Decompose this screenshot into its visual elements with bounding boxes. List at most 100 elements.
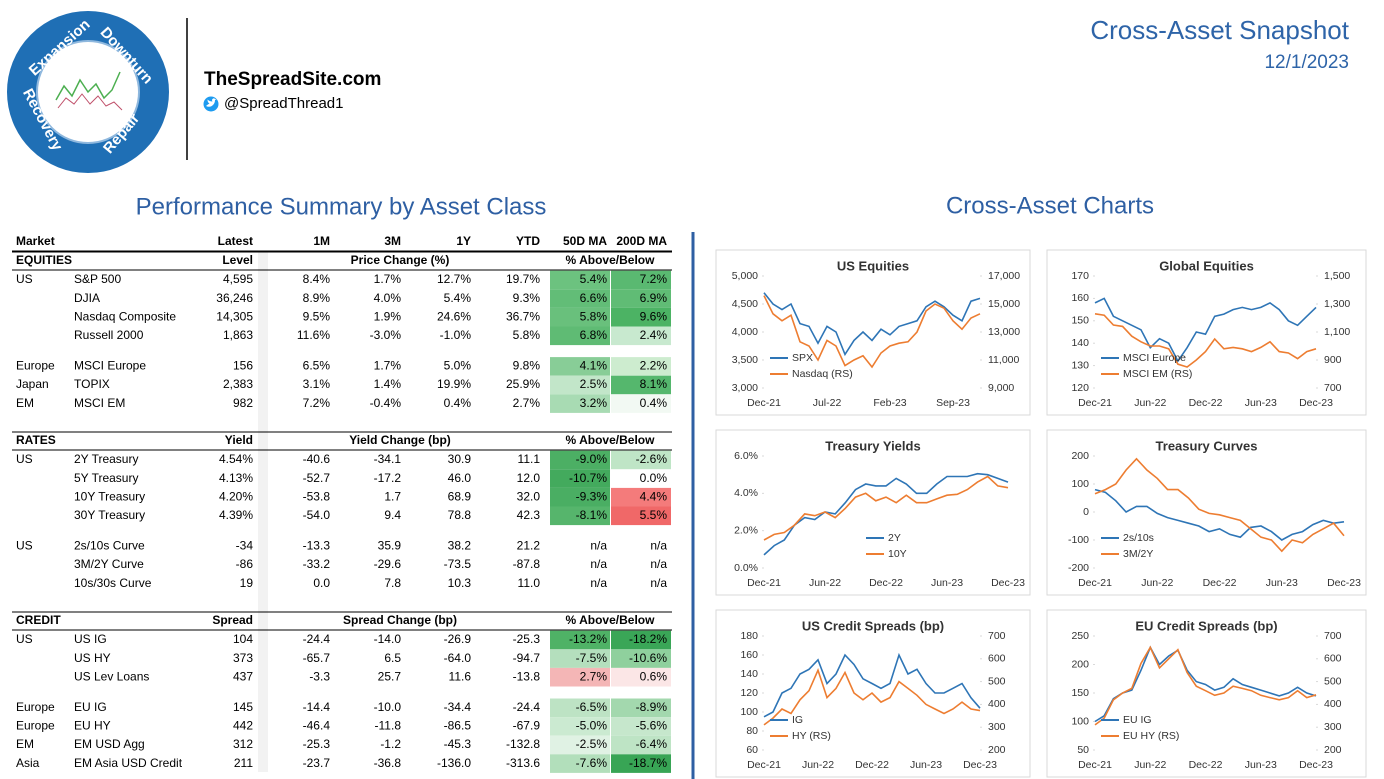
series-line (1094, 645, 1317, 723)
cell: -36.8 (374, 756, 402, 770)
y2-tick-label: 200 (1324, 744, 1342, 756)
cell: n/a (590, 557, 607, 571)
cell: 7.8 (384, 576, 401, 590)
cell: 2.7% (513, 396, 541, 410)
y-tick-label: 180 (740, 630, 758, 642)
legend-label: 2s/10s (1123, 532, 1154, 544)
cell: 19 (240, 576, 254, 590)
y2-tick-label: 1,300 (1324, 298, 1350, 310)
cell: 25.7 (378, 669, 402, 683)
x-tick-label: Dec-22 (869, 577, 903, 589)
cell: -87.8 (513, 557, 541, 571)
x-tick-label: Dec-23 (963, 759, 997, 771)
cell: -46.4 (303, 719, 331, 733)
x-tick-label: Jun-22 (809, 577, 841, 589)
row-name: 10s/30s Curve (74, 576, 152, 590)
cell: -13.3 (303, 539, 331, 553)
row-name: EM USD Agg (74, 737, 145, 751)
cell: 14,305 (216, 309, 253, 323)
row-name: TOPIX (74, 377, 110, 391)
cell: 11.6 (449, 669, 472, 683)
cell: -25.3 (513, 632, 541, 646)
series-line (1094, 313, 1317, 368)
section-header: Yield (225, 433, 253, 447)
ma-cell (611, 735, 671, 755)
ma-cell (550, 450, 610, 470)
cell: 1.4% (374, 377, 402, 391)
site-name: TheSpreadSite.com (204, 69, 381, 90)
chart-frame (1046, 609, 1367, 778)
y2-tick-label: 1,100 (1324, 326, 1350, 338)
cell: -17.2 (374, 471, 402, 485)
y2-tick-label: 400 (1324, 698, 1342, 710)
ma-cell (550, 630, 610, 650)
cell: -18.7% (629, 756, 667, 770)
cell: -136.0 (437, 756, 471, 770)
cell: -3.3 (309, 669, 330, 683)
ma-cell (550, 289, 610, 308)
cell: 11.0 (518, 576, 541, 590)
legend-label: MSCI Europe (1123, 352, 1186, 364)
x-tick-label: Jun-23 (931, 577, 963, 589)
ma-cell (550, 469, 610, 488)
column-shade (258, 252, 268, 772)
region: EM (16, 737, 34, 751)
y2-tick-label: 17,000 (988, 270, 1020, 282)
legend-label: EU IG (1123, 714, 1152, 726)
cell: -86.5 (444, 719, 472, 733)
cell: 3.1% (303, 377, 331, 391)
legend-label: 10Y (888, 548, 907, 560)
row-name: EU IG (74, 700, 107, 714)
x-tick-label: Jun-22 (1141, 577, 1173, 589)
row-name: MSCI EM (74, 396, 125, 410)
y-tick-label: 200 (1071, 658, 1089, 670)
cell: -132.8 (506, 737, 540, 751)
cell: 10.3 (448, 576, 472, 590)
charts-title: Cross-Asset Charts (946, 192, 1154, 219)
column-header: 3M (384, 234, 401, 248)
y-tick-label: 140 (1071, 337, 1089, 349)
column-header: 50D MA (563, 234, 607, 248)
cell: 4.39% (219, 508, 253, 522)
cell: 25.9% (506, 377, 540, 391)
region: Japan (16, 377, 49, 391)
cell: -34.4 (444, 700, 472, 714)
column-header: 1M (313, 234, 330, 248)
row-name: MSCI Europe (74, 359, 146, 373)
cell: 8.4% (303, 272, 331, 286)
cell: -65.7 (303, 651, 331, 665)
cell: 11.1 (518, 452, 541, 466)
cell: 6.6% (580, 291, 608, 305)
ma-cell (611, 698, 671, 718)
cell: -53.8 (303, 489, 331, 503)
cell: 9.3% (513, 291, 541, 305)
cell: -34 (236, 539, 254, 553)
ma-cell (611, 649, 671, 668)
ma-cell (550, 394, 610, 413)
cell: 5.0% (444, 359, 472, 373)
x-tick-label: Jun-23 (1245, 759, 1277, 771)
y-tick-label: 250 (1071, 630, 1089, 642)
ma-cell (611, 506, 671, 526)
legend-label: 3M/2Y (1123, 548, 1153, 560)
y-tick-label: 6.0% (734, 450, 758, 462)
cell: 4,595 (223, 272, 253, 286)
region: US (16, 539, 33, 553)
cell: 0.0 (313, 576, 330, 590)
ma-cell (611, 270, 671, 290)
section-header: Spread Change (bp) (343, 613, 457, 627)
cell: 0.6% (640, 669, 668, 683)
y-tick-label: 100 (740, 706, 758, 718)
x-tick-label: Dec-21 (747, 397, 781, 409)
section-header: Level (222, 253, 253, 267)
series-line (1094, 297, 1317, 363)
cell: -2.6% (636, 452, 668, 466)
cell: 7.2% (640, 272, 668, 286)
cell: 32.0 (517, 489, 541, 503)
ma-cell (611, 469, 671, 488)
y-tick-label: 60 (746, 744, 758, 756)
series-line (763, 292, 981, 357)
cell: 8.9% (303, 291, 331, 305)
cell: -34.1 (374, 452, 402, 466)
cell: -9.3% (576, 489, 608, 503)
